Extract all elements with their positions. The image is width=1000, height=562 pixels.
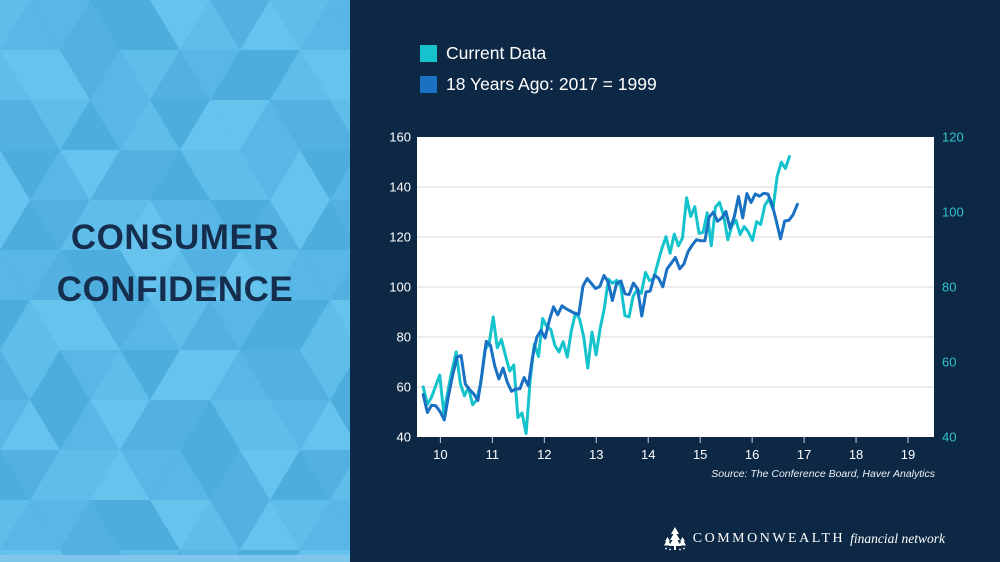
svg-text:100: 100	[942, 205, 964, 220]
logo-name: COMMONWEALTH	[692, 531, 846, 546]
svg-text:16: 16	[745, 447, 759, 462]
title-line-1: CONSUMER	[70, 218, 280, 257]
svg-text:100: 100	[389, 280, 411, 295]
svg-text:11: 11	[486, 447, 500, 462]
chart-legend: Current Data 18 Years Ago: 2017 = 1999	[420, 43, 657, 106]
svg-text:10: 10	[433, 447, 447, 462]
legend-swatch-18-years-ago-icon	[420, 76, 437, 93]
svg-text:15: 15	[693, 447, 707, 462]
svg-text:17: 17	[797, 447, 811, 462]
svg-text:120: 120	[389, 230, 411, 245]
title-line-2: CONFIDENCE	[56, 270, 294, 309]
legend-label-18-years-ago: 18 Years Ago: 2017 = 1999	[446, 74, 657, 94]
legend-label-current-data: Current Data	[446, 43, 547, 63]
svg-text:13: 13	[589, 447, 603, 462]
svg-text:19: 19	[901, 447, 915, 462]
legend-item-18-years-ago: 18 Years Ago: 2017 = 1999	[420, 74, 657, 94]
svg-text:140: 140	[389, 180, 411, 195]
pine-trees-icon	[663, 526, 686, 550]
consumer-confidence-chart: 10 11 12 13 14 15 16 17 18 19 160 140 120 100 80 60 40 12…	[385, 125, 1000, 485]
source-text: Source: The Conference Board, Haver Anal…	[711, 468, 935, 480]
logo-tagline: financial network	[850, 531, 945, 546]
svg-text:80: 80	[942, 280, 956, 295]
svg-text:40: 40	[942, 430, 956, 445]
triangle-pattern	[0, 0, 350, 562]
title-panel: CONSUMER CONFIDENCE	[0, 0, 350, 562]
chart-panel: Current Data 18 Years Ago: 2017 = 1999 1…	[350, 0, 1000, 562]
svg-text:12: 12	[537, 447, 551, 462]
legend-swatch-current-data-icon	[420, 45, 437, 62]
bottom-strip	[0, 555, 350, 562]
svg-text:80: 80	[397, 330, 411, 345]
legend-item-current-data: Current Data	[420, 43, 657, 63]
svg-text:120: 120	[942, 130, 964, 145]
svg-text:60: 60	[942, 355, 956, 370]
page-title: CONSUMER CONFIDENCE	[0, 212, 350, 316]
commonwealth-logo: COMMONWEALTH financial network	[663, 524, 945, 554]
svg-text:14: 14	[641, 447, 655, 462]
svg-text:18: 18	[849, 447, 863, 462]
svg-text:40: 40	[397, 430, 411, 445]
svg-text:60: 60	[397, 380, 411, 395]
svg-text:160: 160	[389, 130, 411, 145]
